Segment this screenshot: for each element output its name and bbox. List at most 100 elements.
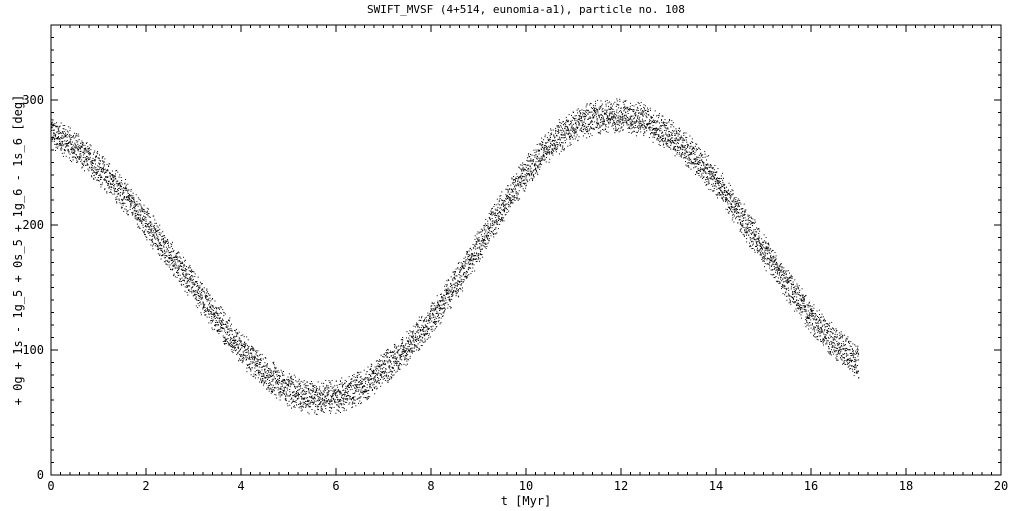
data-point bbox=[106, 180, 108, 182]
data-point bbox=[560, 150, 562, 152]
data-point bbox=[123, 210, 125, 212]
data-point bbox=[105, 181, 107, 183]
data-point bbox=[558, 138, 560, 140]
data-point bbox=[446, 292, 448, 294]
data-point bbox=[346, 395, 348, 397]
data-point bbox=[240, 341, 242, 343]
data-point bbox=[273, 378, 275, 380]
data-point bbox=[568, 132, 570, 134]
data-point bbox=[227, 328, 229, 330]
data-point bbox=[119, 185, 121, 187]
data-point bbox=[334, 392, 336, 394]
data-point bbox=[261, 382, 262, 384]
data-point bbox=[98, 180, 100, 181]
data-point bbox=[460, 269, 462, 271]
data-point bbox=[397, 349, 399, 351]
data-point bbox=[437, 305, 439, 307]
data-point bbox=[244, 344, 246, 346]
data-point bbox=[497, 216, 499, 218]
data-point bbox=[115, 197, 117, 199]
data-point bbox=[339, 391, 341, 392]
data-point bbox=[403, 349, 405, 351]
data-point bbox=[120, 203, 122, 205]
data-point bbox=[331, 400, 333, 402]
data-point bbox=[509, 197, 511, 199]
data-point bbox=[369, 387, 371, 389]
data-point bbox=[455, 295, 457, 297]
data-point bbox=[202, 290, 204, 292]
data-point bbox=[233, 342, 234, 344]
data-point bbox=[281, 392, 283, 394]
data-point bbox=[575, 132, 577, 134]
data-point bbox=[384, 370, 386, 372]
data-point bbox=[169, 252, 171, 254]
data-point bbox=[343, 398, 345, 400]
data-point bbox=[274, 366, 276, 368]
data-point bbox=[479, 231, 481, 233]
data-point bbox=[283, 374, 285, 376]
data-point bbox=[420, 329, 422, 331]
data-point bbox=[425, 325, 427, 327]
data-point bbox=[333, 398, 335, 400]
data-point bbox=[266, 375, 267, 376]
data-point bbox=[504, 200, 506, 202]
data-point bbox=[468, 250, 470, 252]
data-point bbox=[365, 397, 367, 399]
data-point bbox=[243, 336, 245, 338]
data-point bbox=[60, 137, 62, 139]
data-point bbox=[480, 254, 482, 255]
data-point bbox=[185, 276, 187, 278]
data-point bbox=[554, 144, 556, 146]
data-point bbox=[377, 368, 379, 370]
data-point bbox=[270, 387, 272, 389]
data-point bbox=[121, 186, 122, 188]
data-point bbox=[513, 199, 515, 201]
data-point bbox=[405, 354, 407, 356]
data-point bbox=[59, 142, 61, 144]
data-point bbox=[412, 333, 414, 335]
data-point bbox=[99, 168, 101, 170]
data-point bbox=[138, 217, 139, 219]
data-point bbox=[128, 197, 130, 199]
data-point bbox=[376, 365, 378, 367]
data-point bbox=[508, 197, 510, 199]
data-point bbox=[414, 345, 416, 347]
data-point bbox=[86, 151, 88, 153]
data-point bbox=[408, 332, 410, 334]
data-point bbox=[203, 307, 205, 309]
data-point bbox=[100, 170, 102, 172]
data-point bbox=[152, 230, 154, 232]
data-point bbox=[112, 174, 114, 176]
data-point bbox=[494, 233, 496, 235]
data-point bbox=[294, 406, 296, 408]
data-point bbox=[365, 389, 367, 391]
data-point bbox=[439, 300, 440, 302]
data-point bbox=[424, 334, 426, 336]
data-point bbox=[218, 313, 220, 315]
data-point bbox=[349, 402, 351, 404]
data-point bbox=[64, 143, 66, 145]
data-point bbox=[461, 264, 463, 266]
data-point bbox=[78, 158, 80, 160]
data-point bbox=[312, 390, 314, 392]
data-point bbox=[257, 361, 259, 362]
data-point bbox=[390, 363, 392, 365]
data-point bbox=[524, 174, 526, 176]
data-point bbox=[178, 266, 180, 268]
data-point bbox=[213, 307, 215, 309]
data-point bbox=[80, 157, 82, 159]
data-point bbox=[100, 175, 102, 177]
data-point bbox=[261, 369, 263, 371]
data-point bbox=[233, 340, 235, 342]
data-point bbox=[172, 268, 174, 270]
data-point bbox=[258, 366, 260, 368]
data-point bbox=[122, 192, 124, 194]
data-point bbox=[53, 134, 55, 136]
data-points bbox=[50, 98, 860, 415]
data-point bbox=[556, 148, 558, 150]
data-point bbox=[387, 348, 389, 350]
data-point bbox=[476, 238, 478, 240]
data-point bbox=[256, 362, 258, 364]
data-point bbox=[511, 177, 513, 179]
data-point bbox=[324, 395, 326, 397]
